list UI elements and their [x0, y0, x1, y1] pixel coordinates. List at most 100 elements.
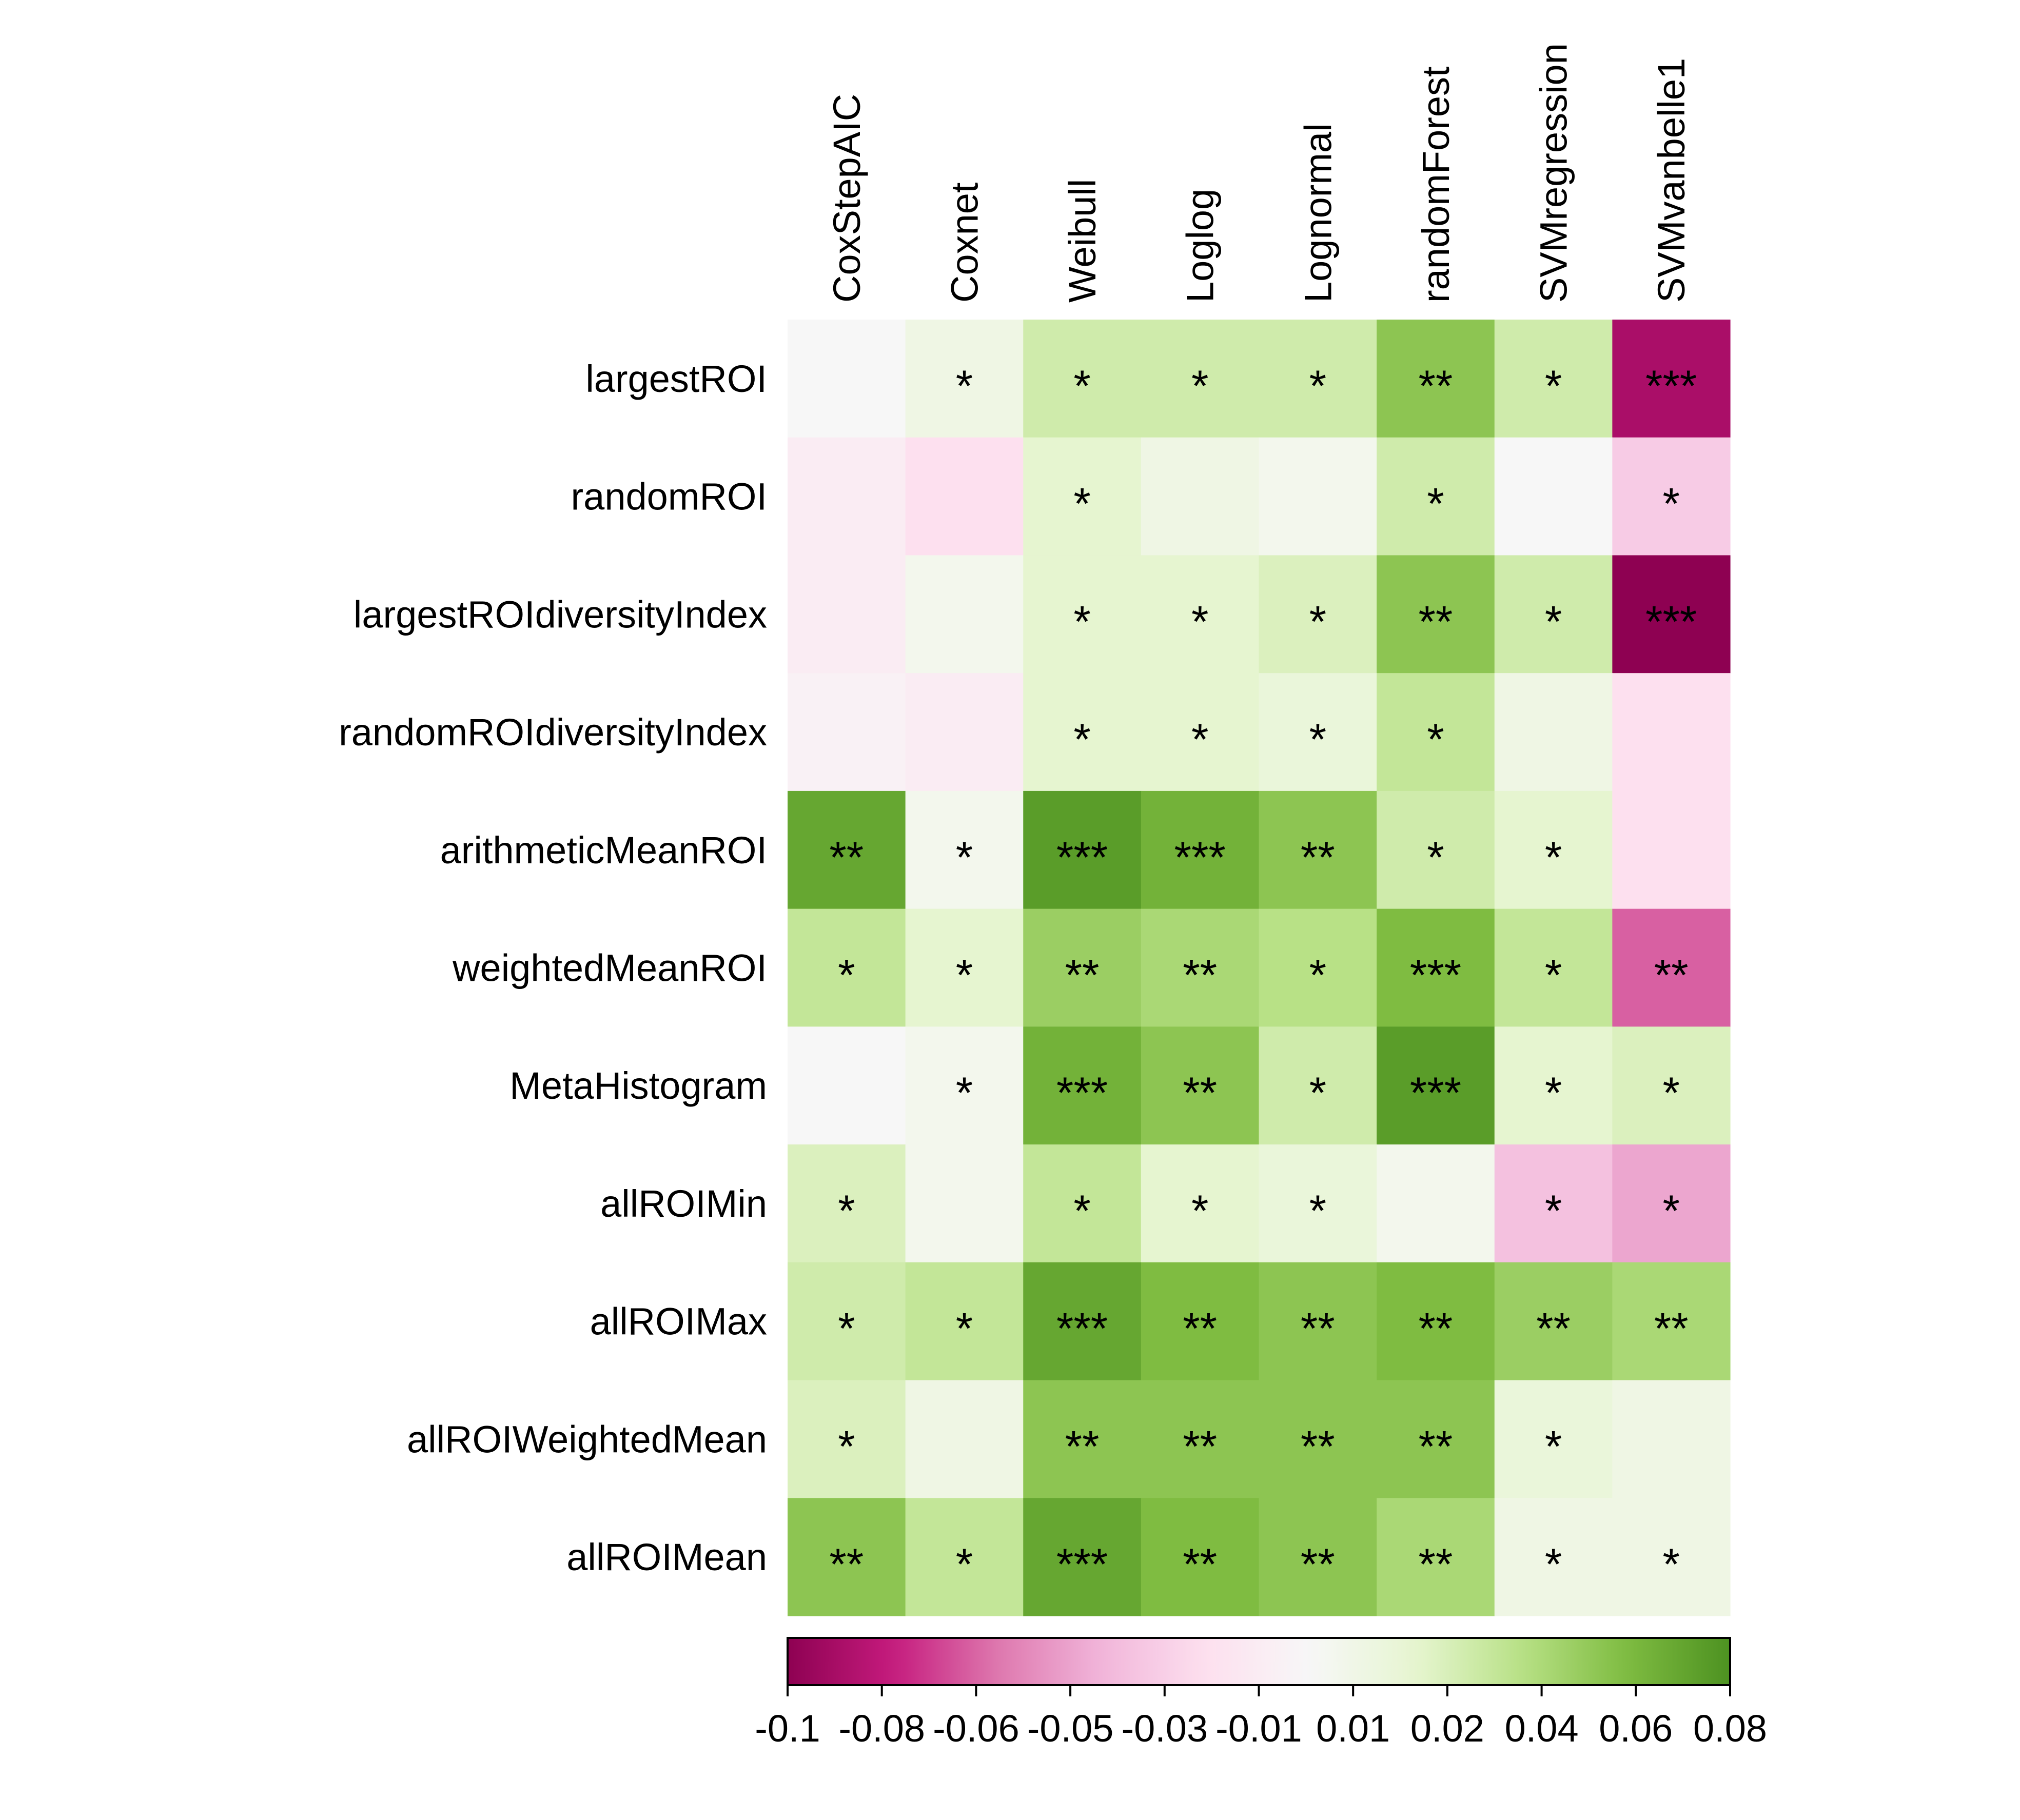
heatmap-cell: [788, 1380, 906, 1498]
colorbar-gradient: [787, 1637, 1731, 1686]
heatmap-cell: [1141, 1498, 1260, 1616]
row-label: weightedMeanROI: [452, 947, 767, 990]
heatmap-cell: [788, 555, 906, 674]
heatmap-cell: [1377, 908, 1495, 1027]
significance-label: ***: [1174, 833, 1225, 882]
heatmap-cell: [1612, 1026, 1731, 1145]
heatmap-cell: [1377, 673, 1495, 792]
colorbar-tick-label: 0.08: [1693, 1707, 1767, 1750]
significance-label: *: [1427, 715, 1444, 764]
row-label: largestROI: [585, 358, 767, 400]
heatmap-cell: [1494, 437, 1613, 556]
heatmap-cell: [905, 673, 1024, 792]
colorbar-tick-label: -0.1: [755, 1707, 820, 1750]
heatmap-cell: [1612, 320, 1731, 438]
heatmap-cell: [1023, 320, 1142, 438]
heatmap-cell: [1494, 790, 1613, 909]
heatmap-cell: [1023, 555, 1142, 674]
significance-label: **: [829, 1540, 864, 1589]
significance-label: *: [1545, 833, 1562, 882]
heatmap-cell: [1612, 790, 1731, 909]
significance-label: **: [1536, 1304, 1571, 1354]
significance-label: *: [1545, 1069, 1562, 1118]
significance-label: *: [838, 1304, 855, 1354]
significance-label: *: [1073, 715, 1090, 764]
significance-label: *: [1309, 362, 1326, 411]
colorbar-tick-label: -0.03: [1121, 1707, 1208, 1750]
heatmap-cell: [1259, 1498, 1377, 1616]
significance-label: *: [1309, 1069, 1326, 1118]
row-label: arithmeticMeanROI: [440, 829, 767, 872]
heatmap-cell: [1494, 1026, 1613, 1145]
significance-label: *: [1309, 951, 1326, 1000]
heatmap-cell: [905, 1262, 1024, 1381]
colorbar-tick-label: 0.04: [1505, 1707, 1579, 1750]
column-labels: CoxStepAIC Coxnet Weibull Loglog Lognormal ra…: [826, 43, 1693, 303]
significance-label: *: [1545, 362, 1562, 411]
significance-label: **: [1418, 1422, 1453, 1471]
heatmap-cell: [788, 1144, 906, 1263]
heatmap-cell: [1023, 908, 1142, 1027]
significance-label: **: [829, 833, 864, 882]
heatmap-cell: [1141, 1262, 1260, 1381]
heatmap-cell: [1494, 1498, 1613, 1616]
heatmap-cell: [1494, 908, 1613, 1027]
significance-label: **: [1654, 1304, 1689, 1354]
heatmap-cell: [1612, 673, 1731, 792]
significance-label: *: [1662, 1186, 1679, 1236]
column-label: randomForest: [1415, 66, 1457, 303]
significance-label: *: [956, 1304, 973, 1354]
heatmap-cell: [788, 1498, 906, 1616]
heatmap-cell: [905, 437, 1024, 556]
heatmap-cell: [1612, 555, 1731, 674]
significance-label: **: [1183, 1069, 1217, 1118]
heatmap-cell: [905, 908, 1024, 1027]
row-label: allROIMax: [590, 1300, 767, 1343]
significance-label: ***: [1056, 1540, 1108, 1589]
significance-label: *: [1191, 715, 1208, 764]
heatmap-cell: [1259, 1380, 1377, 1498]
heatmap-cell: [1259, 1144, 1377, 1263]
heatmap-cell: [1612, 1144, 1731, 1263]
heatmap-cell: [1141, 320, 1260, 438]
significance-label: *: [1662, 1540, 1679, 1589]
heatmap-cell: [905, 790, 1024, 909]
heatmap-cell: [1023, 1144, 1142, 1263]
heatmap-cell: [1259, 790, 1377, 909]
row-label: MetaHistogram: [509, 1064, 767, 1107]
column-label: Loglog: [1179, 189, 1222, 303]
significance-label: ***: [1645, 597, 1697, 646]
heatmap-cell: [1494, 1262, 1613, 1381]
heatmap-cell: [788, 908, 906, 1027]
significance-label: **: [1301, 1304, 1335, 1354]
heatmap-cell: [1023, 790, 1142, 909]
column-label: Lognormal: [1297, 123, 1339, 303]
colorbar-tick-label: -0.01: [1215, 1707, 1302, 1750]
significance-label: **: [1418, 1304, 1453, 1354]
heatmap-cell: [1377, 555, 1495, 674]
heatmap-cell: [788, 320, 906, 438]
heatmap-cell: [1612, 1262, 1731, 1381]
significance-label: *: [838, 951, 855, 1000]
heatmap-cell: [1259, 673, 1377, 792]
heatmap-cell: [1377, 320, 1495, 438]
significance-label: **: [1654, 951, 1689, 1000]
significance-label: **: [1418, 1540, 1453, 1589]
heatmap-cell: [1377, 1026, 1495, 1145]
significance-label: **: [1183, 1540, 1217, 1589]
colorbar-tick-label: -0.05: [1027, 1707, 1114, 1750]
colorbar-tick-label: 0.01: [1316, 1707, 1390, 1750]
significance-label: *: [956, 1069, 973, 1118]
significance-label: **: [1418, 597, 1453, 646]
heatmap-cell: [788, 1262, 906, 1381]
heatmap-cell: [1612, 908, 1731, 1027]
heatmap-cell: [1494, 1380, 1613, 1498]
significance-labels: * * * * ** * **** * ** * * ** * **** * * *** * *** *** ** * **…: [829, 362, 1697, 1589]
significance-label: *: [1662, 1069, 1679, 1118]
significance-label: **: [1065, 951, 1100, 1000]
heatmap-cell: [905, 320, 1024, 438]
heatmap-cell: [1612, 1380, 1731, 1498]
significance-label: ***: [1410, 1069, 1461, 1118]
